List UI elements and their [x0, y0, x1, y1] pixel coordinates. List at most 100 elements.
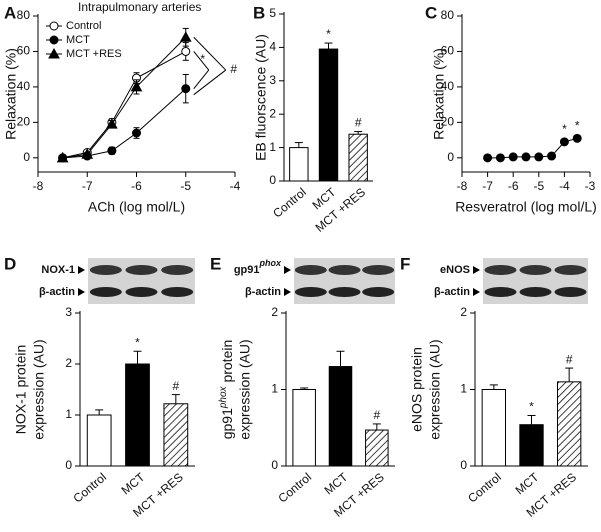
blot-band	[362, 265, 395, 275]
point	[106, 118, 118, 129]
y-axis-label: eNOS protein	[409, 347, 425, 432]
annotation: #	[172, 379, 179, 393]
x-tick-label: Control	[70, 470, 109, 506]
blot	[88, 258, 195, 304]
x-tick-label: -6	[508, 179, 519, 193]
point	[179, 31, 192, 42]
y-tick-label: 20	[17, 115, 31, 129]
bar	[318, 48, 339, 182]
blot-band	[89, 287, 122, 297]
x-tick-label: -6	[131, 179, 142, 193]
legend-label: Control	[66, 20, 101, 32]
blot-band	[519, 265, 552, 275]
y-axis-label: Relaxation (%)	[431, 48, 447, 140]
y-tick-label: 4	[269, 40, 276, 54]
x-tick-label: MCT	[322, 470, 351, 498]
bar	[125, 363, 150, 467]
bar	[86, 414, 112, 467]
annotation: #	[373, 408, 380, 422]
annotation: #	[566, 352, 573, 366]
point	[48, 47, 60, 59]
blot-label-part: eNOS	[440, 264, 470, 276]
blot	[483, 258, 588, 304]
point	[81, 148, 94, 159]
point	[181, 46, 191, 56]
point	[547, 151, 557, 161]
y-tick-label: 0	[65, 458, 72, 472]
blot	[294, 258, 395, 304]
blot-label: NOX-1	[41, 264, 75, 276]
bracket	[193, 69, 210, 89]
y-axis-label: EB fluorscence (AU)	[253, 34, 269, 161]
y-tick-label: 40	[17, 79, 31, 93]
annotation: *	[575, 118, 580, 132]
y-tick-label: 60	[441, 44, 455, 58]
y-tick-label: 1	[271, 382, 278, 396]
blot-band	[294, 287, 327, 297]
blot-band	[125, 287, 158, 297]
bracket	[193, 69, 227, 96]
x-tick-label: Control	[465, 470, 504, 506]
y-tick-label: 2	[269, 106, 276, 120]
x-tick-label: -7	[82, 179, 93, 193]
annotation: #	[230, 62, 237, 76]
blot-arrow	[284, 266, 291, 274]
y-axis-label: expression (AU)	[427, 339, 443, 439]
y-tick-label: 0	[269, 173, 276, 187]
x-tick-label: -8	[33, 179, 44, 193]
bar	[292, 389, 316, 467]
y-tick-label: 3	[65, 305, 72, 319]
point	[56, 151, 69, 163]
x-axis-label: Resveratrol (log mol/L)	[455, 199, 597, 215]
point	[495, 153, 505, 163]
panel-label: D	[4, 254, 16, 273]
blot-arrow	[284, 288, 291, 296]
blot-label: eNOS	[440, 264, 470, 276]
point	[572, 133, 582, 143]
y-tick-label: 0	[447, 150, 454, 164]
annotation: *	[200, 52, 205, 66]
blot-label: β-actin	[39, 286, 75, 298]
x-tick-label: MCT	[119, 470, 148, 498]
blot-label: β-actin	[434, 286, 470, 298]
blot-band	[519, 287, 552, 297]
panel-label: E	[210, 254, 221, 273]
series-line	[62, 88, 187, 159]
y-tick-label: 0	[460, 458, 467, 472]
blot-arrow	[78, 288, 85, 296]
panel-label: B	[253, 3, 265, 22]
point	[132, 128, 141, 138]
x-tick-label: Control	[275, 470, 314, 506]
blot-arrow	[78, 266, 85, 274]
legend-label: MCT +RES	[66, 48, 122, 60]
bar	[289, 147, 309, 182]
y-label-part: protein	[219, 340, 235, 387]
blot-band	[328, 265, 361, 275]
blot-label-part: gp91	[234, 264, 260, 276]
y-axis-label: Relaxation (%)	[3, 48, 19, 140]
y-tick-label: 2	[460, 305, 467, 319]
x-tick-label: -4	[559, 179, 570, 193]
annotation: *	[529, 400, 534, 414]
blot-band	[161, 265, 194, 275]
blot-band	[89, 265, 122, 275]
point	[49, 35, 59, 45]
y-tick-label: 1	[460, 382, 467, 396]
blot-band	[161, 287, 194, 297]
y-tick-label: 2	[271, 305, 278, 319]
y-tick-label: 0	[23, 150, 30, 164]
blot-band	[554, 287, 587, 297]
x-tick-label: MCT	[513, 470, 542, 498]
x-tick-label: -7	[482, 179, 493, 193]
point	[559, 137, 569, 147]
x-axis-label: ACh (log mol/L)	[88, 199, 185, 215]
y-tick-label: 3	[269, 73, 276, 87]
x-tick-label: -5	[180, 179, 191, 193]
blot-label-sup: phox	[259, 258, 282, 268]
annotation: *	[326, 27, 331, 41]
y-axis-label: NOX-1 protein	[13, 345, 29, 434]
panel-label: C	[425, 3, 437, 22]
panel-label: F	[400, 254, 410, 273]
point	[130, 80, 143, 92]
